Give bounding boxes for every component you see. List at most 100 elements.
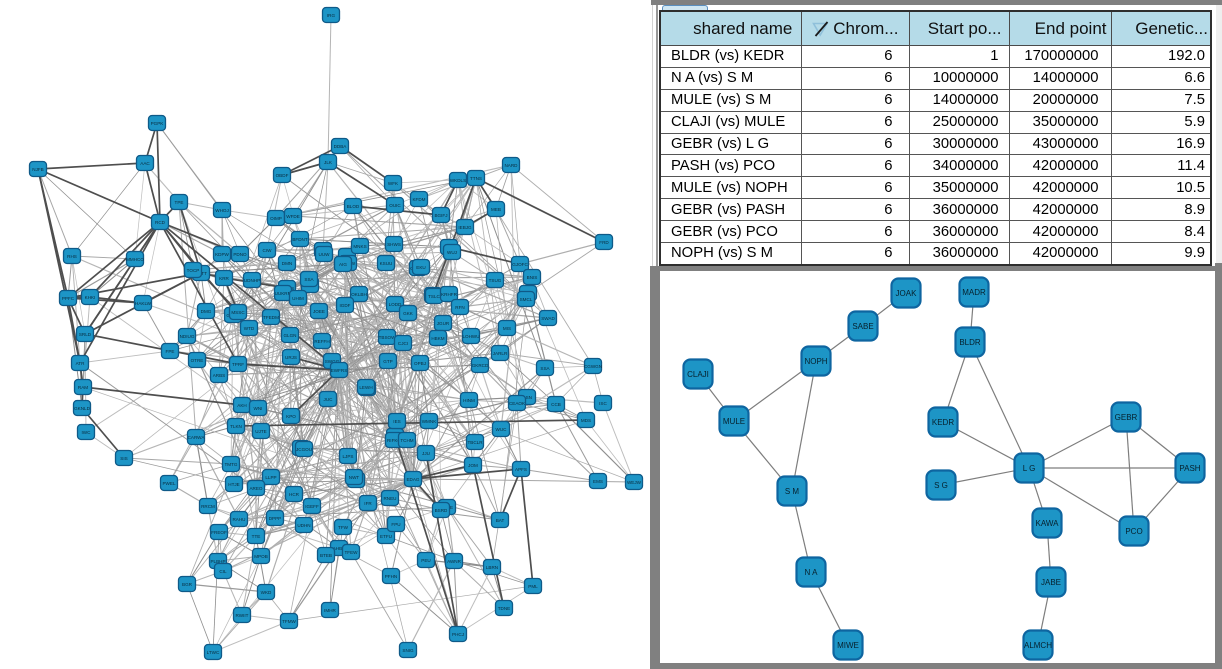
svg-text:TBCLR: TBCLR <box>467 440 483 445</box>
svg-text:EDAG: EDAG <box>406 477 419 482</box>
svg-text:MIS: MIS <box>503 326 511 331</box>
svg-text:KDPW: KDPW <box>215 252 229 257</box>
svg-text:WKD: WKD <box>261 590 272 595</box>
svg-text:ARBS: ARBS <box>213 373 226 378</box>
svg-text:MIWE: MIWE <box>837 641 859 650</box>
svg-text:BLDR: BLDR <box>959 338 981 347</box>
svg-text:KFDM: KFDM <box>412 197 425 202</box>
svg-text:CGWGN: CGWGN <box>584 364 602 369</box>
svg-text:RAHU: RAHU <box>232 517 245 522</box>
svg-text:OKLBH: OKLBH <box>351 292 367 297</box>
svg-text:GLGN: GLGN <box>283 333 296 338</box>
svg-text:WNI: WNI <box>254 406 263 411</box>
svg-text:N A: N A <box>805 568 819 577</box>
svg-text:GSN: GSN <box>522 395 532 400</box>
svg-text:CCB: CCB <box>551 402 561 407</box>
svg-text:RWIIT: RWIIT <box>236 613 249 618</box>
svg-text:DDBA: DDBA <box>334 144 348 149</box>
svg-text:RCD: RCD <box>155 220 166 225</box>
svg-text:TFEDM: TFEDM <box>263 315 279 320</box>
svg-text:CLAJI: CLAJI <box>687 370 709 379</box>
svg-text:PGPK: PGPK <box>151 121 165 126</box>
svg-text:BNIS: BNIS <box>527 275 538 280</box>
svg-text:MDS: MDS <box>581 418 591 423</box>
svg-text:BTEB: BTEB <box>320 553 332 558</box>
svg-text:S M: S M <box>785 487 800 496</box>
svg-text:HCR: HCR <box>289 492 300 497</box>
svg-text:APFS: APFS <box>515 467 527 472</box>
svg-text:TMTG: TMTG <box>224 462 237 467</box>
svg-text:WFDE: WFDE <box>286 214 300 219</box>
svg-text:GTP: GTP <box>383 359 392 364</box>
svg-text:BFDNT: BFDNT <box>292 237 308 242</box>
svg-text:SSA: SSA <box>304 277 314 282</box>
svg-text:KAWA: KAWA <box>1036 519 1060 528</box>
svg-text:LODD: LODD <box>389 302 402 307</box>
svg-text:NOPH: NOPH <box>804 357 827 366</box>
svg-text:GKK: GKK <box>403 311 414 316</box>
svg-text:NDIUG: NDIUG <box>180 334 195 339</box>
svg-text:SIS: SIS <box>120 456 127 461</box>
svg-text:ATR: ATR <box>76 361 86 366</box>
svg-text:MPOB: MPOB <box>254 554 268 559</box>
svg-text:JOM: JOM <box>468 463 478 468</box>
svg-text:TTE: TTE <box>252 534 261 539</box>
svg-text:PHCJ: PHCJ <box>452 632 464 637</box>
svg-text:MULE: MULE <box>723 417 745 426</box>
svg-text:TTNS: TTNS <box>470 176 482 181</box>
svg-text:NARD: NARD <box>504 163 518 168</box>
svg-text:UHIM: UHIM <box>292 296 304 301</box>
svg-text:BGIFJ: BGIFJ <box>434 213 447 218</box>
svg-text:MNKS: MNKS <box>353 244 366 249</box>
svg-text:PML: PML <box>528 584 538 589</box>
svg-text:GEBR: GEBR <box>1115 413 1138 422</box>
svg-text:TFEW: TFEW <box>344 550 358 555</box>
svg-text:IFR: IFR <box>364 501 372 506</box>
svg-text:JOEE: JOEE <box>313 309 325 314</box>
svg-text:DMN: DMN <box>282 261 292 266</box>
svg-text:ISC: ISC <box>599 401 607 406</box>
svg-text:WUJ: WUJ <box>447 250 457 255</box>
svg-text:LOHWU: LOHWU <box>462 334 479 339</box>
svg-text:CARWA: CARWA <box>188 435 206 440</box>
svg-text:TFMW: TFMW <box>282 619 296 624</box>
svg-text:BSRD: BSRD <box>435 508 448 513</box>
svg-text:SNIG: SNIG <box>402 648 414 653</box>
svg-text:LTWC: LTWC <box>207 650 220 655</box>
svg-text:FPE: FPE <box>166 349 175 354</box>
svg-text:UJTE: UJTE <box>255 429 266 434</box>
svg-text:DMG: DMG <box>201 309 212 314</box>
svg-text:SRLD: SRLD <box>79 332 92 337</box>
svg-text:RRCM: RRCM <box>201 504 215 509</box>
svg-text:GJOFC: GJOFC <box>512 262 528 267</box>
svg-text:JUC: JUC <box>324 397 334 402</box>
svg-text:OPBJ: OPBJ <box>414 361 426 366</box>
svg-text:HBKM: HBKM <box>431 336 444 341</box>
svg-text:JARLR: JARLR <box>493 351 508 356</box>
svg-text:RHS: RHS <box>67 254 77 259</box>
svg-text:PCO: PCO <box>1125 527 1142 536</box>
svg-text:KPO: KPO <box>286 414 296 419</box>
svg-text:AIG: AIG <box>339 262 347 267</box>
svg-text:OUIC: OUIC <box>389 203 401 208</box>
svg-text:KEDR: KEDR <box>932 418 954 427</box>
svg-text:HINM: HINM <box>463 398 475 403</box>
svg-text:JLK: JLK <box>324 160 333 165</box>
svg-text:AHBE: AHBE <box>333 546 346 551</box>
svg-text:WUC: WUC <box>496 427 508 432</box>
svg-text:PWEL: PWEL <box>162 481 175 486</box>
svg-text:UDHN: UDHN <box>297 523 310 528</box>
svg-text:PEU: PEU <box>421 558 430 563</box>
svg-text:URJS: URJS <box>285 355 297 360</box>
svg-text:CIW: CIW <box>263 248 273 253</box>
svg-text:GKNLD: GKNLD <box>74 406 91 411</box>
svg-text:UUW: UUW <box>319 252 331 257</box>
svg-text:SHWS: SHWS <box>387 242 401 247</box>
svg-text:MADR: MADR <box>962 288 986 297</box>
svg-text:BGR: BGR <box>182 582 193 587</box>
svg-text:RIFKO: RIFKO <box>387 438 401 443</box>
svg-text:EKU: EKU <box>416 265 425 270</box>
svg-text:SWAD: SWAD <box>541 316 555 321</box>
svg-text:L G: L G <box>1023 464 1036 473</box>
svg-text:IWC: IWC <box>82 430 92 435</box>
